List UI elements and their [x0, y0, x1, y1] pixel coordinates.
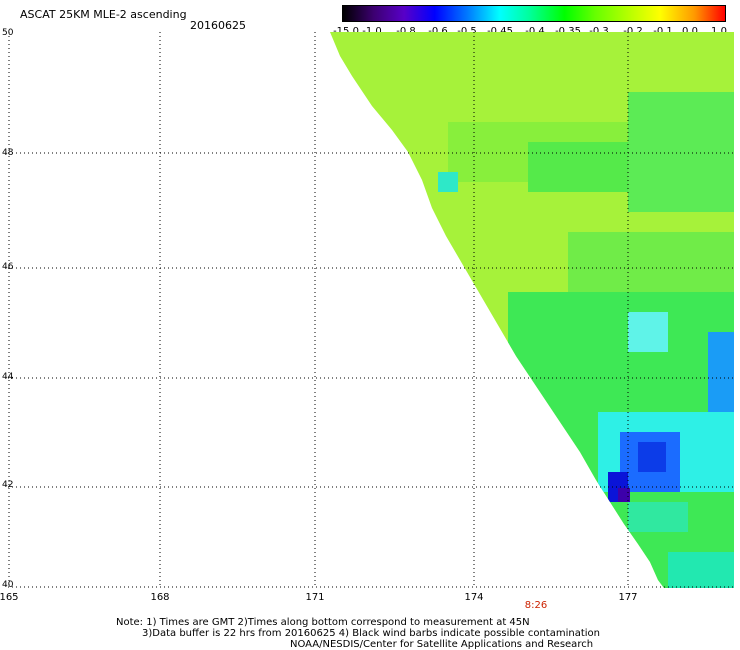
lon-label: 168	[150, 592, 170, 603]
colorbar-label: -0.45	[487, 26, 513, 37]
colorbar-label: -1.0	[362, 26, 382, 37]
map-grid	[8, 32, 734, 588]
colorbar-label: -0.2	[623, 26, 643, 37]
colorbar-label: -0.3	[589, 26, 609, 37]
lon-label: 177	[618, 592, 638, 603]
swath-map	[8, 32, 734, 588]
colorbar-label: -0.6	[428, 26, 448, 37]
colorbar-label: -0.4	[525, 26, 545, 37]
colorbar-label: 1.0	[711, 26, 727, 37]
note-line-3: NOAA/NESDIS/Center for Satellite Applica…	[290, 639, 594, 650]
note-line-1: Note: 1) Times are GMT 2)Times along bot…	[116, 617, 530, 628]
lat-label: 44	[2, 372, 14, 382]
lat-label: 40	[2, 580, 14, 590]
lon-label: 165	[0, 592, 19, 603]
lat-label: 42	[2, 480, 14, 490]
colorbar-label: -0.1	[653, 26, 673, 37]
swath-data	[330, 32, 734, 588]
lon-label: 174	[464, 592, 484, 603]
map-date: 20160625	[190, 19, 246, 32]
note-line-2: 3)Data buffer is 22 hrs from 20160625 4)…	[142, 628, 600, 639]
colorbar-label: 0.0	[682, 26, 698, 37]
lon-label: 171	[305, 592, 325, 603]
colorbar-label: -0.8	[396, 26, 416, 37]
map-title: ASCAT 25KM MLE-2 ascending	[20, 8, 187, 21]
lat-label: 48	[2, 148, 14, 158]
colorbar-label: -0.35	[555, 26, 581, 37]
colorbar-label: -0.5	[457, 26, 477, 37]
lat-label: 46	[2, 262, 14, 272]
lat-label: 50	[2, 28, 14, 38]
colorbar-label: -15.0	[333, 26, 359, 37]
colorbar	[342, 5, 726, 22]
time-label: 8:26	[524, 600, 548, 611]
